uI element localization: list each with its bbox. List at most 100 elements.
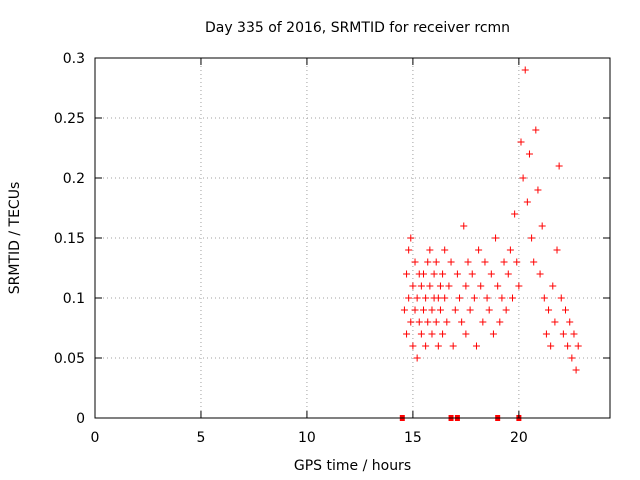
data-point <box>411 306 419 314</box>
data-point <box>540 294 548 302</box>
x-axis-label: GPS time / hours <box>294 458 411 474</box>
data-point <box>477 282 485 290</box>
data-point <box>574 342 582 350</box>
y-axis-label: SRMTID / TECUs <box>7 182 23 295</box>
data-point <box>521 66 529 74</box>
data-point <box>542 330 550 338</box>
data-point <box>498 294 506 302</box>
data-point <box>409 282 417 290</box>
data-point <box>445 282 453 290</box>
data-point <box>536 270 544 278</box>
data-point <box>453 270 461 278</box>
data-point <box>509 294 517 302</box>
data-point <box>417 282 425 290</box>
data-point <box>561 306 569 314</box>
data-point <box>449 342 457 350</box>
data-point <box>439 270 447 278</box>
data-point <box>462 330 470 338</box>
data-point <box>559 330 567 338</box>
data-point <box>530 258 538 266</box>
data-point <box>422 294 430 302</box>
data-point <box>428 306 436 314</box>
x-tick-label: 15 <box>404 430 422 446</box>
data-point <box>494 282 502 290</box>
data-point <box>432 258 440 266</box>
data-point <box>551 318 559 326</box>
ticks: 0 0.05 0.1 0.15 0.2 0.25 0.3 0 5 10 15 20 <box>54 51 610 446</box>
data-point <box>566 318 574 326</box>
y-tick-label: 0.2 <box>63 171 85 187</box>
data-point <box>464 258 472 266</box>
data-point <box>424 258 432 266</box>
data-point <box>534 186 542 194</box>
data-point <box>430 270 438 278</box>
data-point <box>555 162 563 170</box>
data-point <box>432 318 440 326</box>
data-point <box>470 294 478 302</box>
data-point <box>411 258 419 266</box>
data-point <box>492 234 500 242</box>
data-point <box>413 294 421 302</box>
data-point <box>489 330 497 338</box>
data-point <box>513 258 521 266</box>
y-tick-label: 0.3 <box>63 51 85 67</box>
data-point <box>557 294 565 302</box>
x-tick-label: 10 <box>298 430 316 446</box>
data-point <box>570 330 578 338</box>
data-point <box>405 294 413 302</box>
data-point <box>441 294 449 302</box>
data-point <box>436 306 444 314</box>
data-point <box>475 246 483 254</box>
data-point <box>458 318 466 326</box>
data-point <box>468 270 476 278</box>
chart-title: Day 335 of 2016, SRMTID for receiver rcm… <box>205 20 510 36</box>
data-point <box>417 330 425 338</box>
data-point <box>568 354 576 362</box>
data-point <box>409 342 417 350</box>
data-point <box>481 258 489 266</box>
data-point <box>419 306 427 314</box>
data-point <box>403 270 411 278</box>
data-point <box>485 306 493 314</box>
data-point <box>479 318 487 326</box>
data-point <box>460 222 468 230</box>
y-tick-label: 0.1 <box>63 291 85 307</box>
data-point <box>405 246 413 254</box>
data-point <box>504 270 512 278</box>
data-point <box>426 282 434 290</box>
data-point <box>517 138 525 146</box>
data-point <box>528 234 536 242</box>
y-tick-label: 0.25 <box>54 111 85 127</box>
data-point <box>525 150 533 158</box>
data-point <box>500 258 508 266</box>
data-point <box>549 282 557 290</box>
data-point <box>466 306 474 314</box>
data-point <box>447 258 455 266</box>
data-point <box>564 342 572 350</box>
y-tick-label: 0.05 <box>54 351 85 367</box>
data-point <box>422 342 430 350</box>
data-point <box>451 306 459 314</box>
data-point <box>413 354 421 362</box>
data-point <box>443 318 451 326</box>
y-tick-label: 0 <box>76 411 85 427</box>
data-point <box>407 318 415 326</box>
data-point <box>428 330 436 338</box>
data-point <box>511 210 519 218</box>
data-point <box>407 234 415 242</box>
data-point <box>456 294 464 302</box>
data-points <box>399 66 582 421</box>
data-point <box>519 174 527 182</box>
data-point <box>515 282 523 290</box>
data-point <box>441 246 449 254</box>
data-point <box>400 306 408 314</box>
x-tick-label: 20 <box>510 430 528 446</box>
data-point <box>532 126 540 134</box>
data-point <box>572 366 580 374</box>
data-point <box>415 318 423 326</box>
data-point <box>502 306 510 314</box>
data-point <box>426 246 434 254</box>
data-point <box>472 342 480 350</box>
